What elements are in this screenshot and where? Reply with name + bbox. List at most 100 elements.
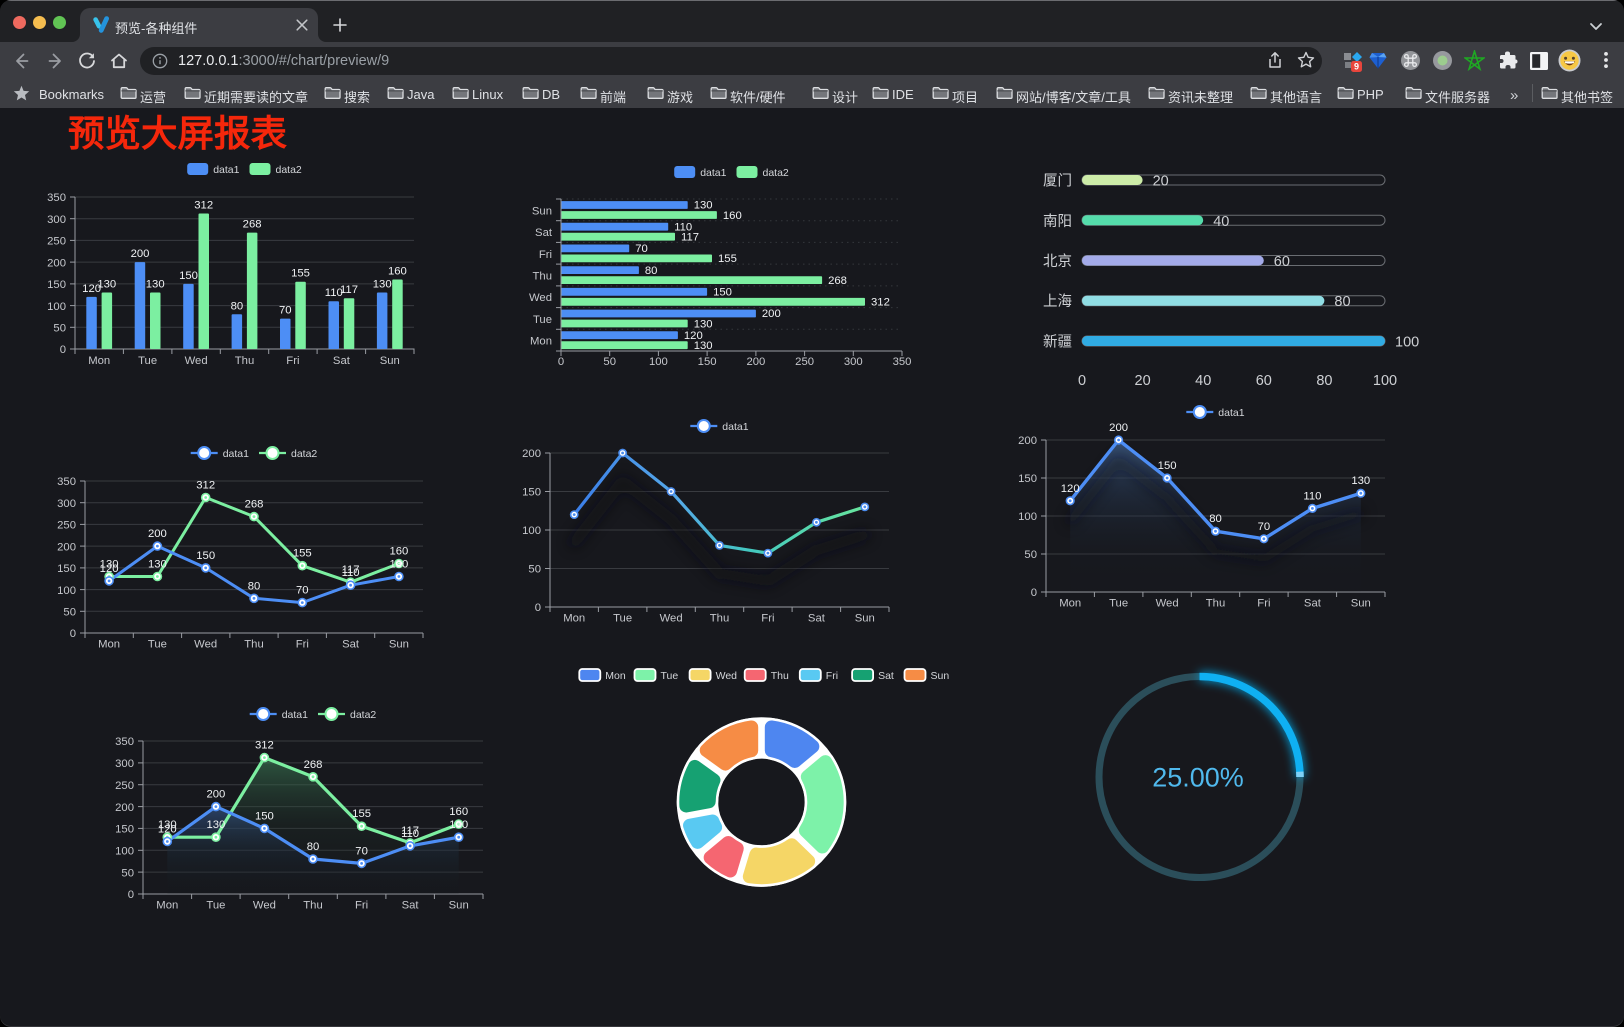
svg-text:155: 155 <box>718 253 737 265</box>
svg-text:160: 160 <box>723 210 742 222</box>
svg-text:Wed: Wed <box>1156 598 1179 610</box>
svg-text:200: 200 <box>1109 422 1128 434</box>
svg-text:130: 130 <box>100 559 119 571</box>
svg-text:80: 80 <box>1334 294 1350 310</box>
svg-text:80: 80 <box>231 300 244 312</box>
svg-text:Mon: Mon <box>156 900 178 912</box>
svg-text:70: 70 <box>279 305 292 317</box>
svg-text:Tue: Tue <box>206 900 225 912</box>
svg-text:data1: data1 <box>223 448 249 460</box>
svg-text:40: 40 <box>1195 373 1211 389</box>
svg-text:110: 110 <box>1303 490 1321 502</box>
svg-text:Thu: Thu <box>710 613 729 625</box>
svg-text:Thu: Thu <box>303 900 322 912</box>
svg-text:155: 155 <box>352 808 371 820</box>
svg-text:200: 200 <box>762 308 781 320</box>
svg-text:312: 312 <box>871 297 890 309</box>
svg-text:160: 160 <box>389 546 408 558</box>
svg-text:130: 130 <box>694 200 713 212</box>
svg-text:150: 150 <box>1158 460 1177 472</box>
svg-text:上海: 上海 <box>1043 293 1072 310</box>
svg-text:Mon: Mon <box>1059 598 1081 610</box>
svg-text:120: 120 <box>100 563 119 575</box>
svg-text:Tue: Tue <box>138 355 157 367</box>
svg-text:60: 60 <box>1274 254 1290 270</box>
svg-text:0: 0 <box>70 628 76 640</box>
svg-text:0: 0 <box>60 344 66 356</box>
svg-text:160: 160 <box>388 266 407 278</box>
svg-text:100: 100 <box>1018 511 1037 523</box>
svg-text:data1: data1 <box>282 709 308 721</box>
svg-text:200: 200 <box>57 541 76 553</box>
svg-text:350: 350 <box>57 476 76 488</box>
svg-text:0: 0 <box>1078 373 1086 389</box>
svg-text:120: 120 <box>684 330 703 342</box>
svg-text:Thu: Thu <box>235 355 254 367</box>
svg-text:Fri: Fri <box>539 249 552 261</box>
svg-text:350: 350 <box>893 356 912 368</box>
svg-text:300: 300 <box>57 498 76 510</box>
svg-text:0: 0 <box>1031 587 1037 599</box>
svg-text:0: 0 <box>558 356 564 368</box>
svg-text:250: 250 <box>795 356 814 368</box>
svg-text:120: 120 <box>158 824 177 836</box>
svg-text:南阳: 南阳 <box>1043 213 1072 230</box>
svg-text:200: 200 <box>746 356 765 368</box>
svg-text:100: 100 <box>522 525 541 537</box>
svg-text:268: 268 <box>245 499 264 511</box>
svg-text:130: 130 <box>373 279 392 291</box>
svg-text:130: 130 <box>449 819 468 831</box>
svg-text:Wed: Wed <box>185 355 208 367</box>
svg-text:150: 150 <box>255 810 274 822</box>
svg-text:200: 200 <box>1018 435 1037 447</box>
svg-text:Mon: Mon <box>530 336 552 348</box>
svg-text:data2: data2 <box>291 448 317 460</box>
svg-text:Sat: Sat <box>1304 598 1322 610</box>
svg-text:117: 117 <box>401 825 419 837</box>
svg-text:100: 100 <box>115 846 134 858</box>
svg-text:100: 100 <box>47 301 66 313</box>
svg-text:110: 110 <box>401 828 419 840</box>
svg-text:Thu: Thu <box>244 639 263 651</box>
svg-text:新疆: 新疆 <box>1043 334 1072 351</box>
svg-text:50: 50 <box>603 356 616 368</box>
svg-text:130: 130 <box>146 279 165 291</box>
svg-text:Sun: Sun <box>449 900 469 912</box>
svg-text:110: 110 <box>674 221 692 233</box>
svg-text:Wed: Wed <box>529 292 552 304</box>
svg-text:Sat: Sat <box>402 900 420 912</box>
svg-text:Fri: Fri <box>286 355 299 367</box>
svg-text:200: 200 <box>115 802 134 814</box>
svg-text:Thu: Thu <box>1206 598 1225 610</box>
svg-text:100: 100 <box>57 585 76 597</box>
svg-text:Tue: Tue <box>148 639 167 651</box>
svg-text:data1: data1 <box>1218 407 1244 419</box>
svg-text:data1: data1 <box>722 421 748 433</box>
svg-text:130: 130 <box>1351 475 1370 487</box>
svg-text:120: 120 <box>82 283 101 295</box>
svg-text:50: 50 <box>63 607 76 619</box>
svg-text:Mon: Mon <box>605 670 626 682</box>
svg-text:Wed: Wed <box>194 639 217 651</box>
svg-text:Sat: Sat <box>878 670 894 682</box>
svg-text:117: 117 <box>342 564 360 576</box>
svg-text:25.00%: 25.00% <box>1152 763 1244 793</box>
svg-text:Sun: Sun <box>389 639 409 651</box>
svg-text:150: 150 <box>1018 473 1037 485</box>
svg-text:268: 268 <box>828 275 847 287</box>
svg-text:Sun: Sun <box>532 205 552 217</box>
svg-text:100: 100 <box>1373 373 1397 389</box>
svg-text:80: 80 <box>645 265 658 277</box>
svg-text:130: 130 <box>148 559 167 571</box>
svg-text:150: 150 <box>698 356 717 368</box>
svg-text:Thu: Thu <box>771 670 789 682</box>
svg-text:Wed: Wed <box>253 900 276 912</box>
svg-text:Sun: Sun <box>380 355 400 367</box>
svg-text:Wed: Wed <box>660 613 683 625</box>
svg-text:300: 300 <box>47 214 66 226</box>
svg-text:250: 250 <box>47 236 66 248</box>
svg-text:312: 312 <box>194 200 213 212</box>
svg-text:50: 50 <box>53 323 66 335</box>
svg-text:Tue: Tue <box>533 314 552 326</box>
svg-text:0: 0 <box>128 889 134 901</box>
